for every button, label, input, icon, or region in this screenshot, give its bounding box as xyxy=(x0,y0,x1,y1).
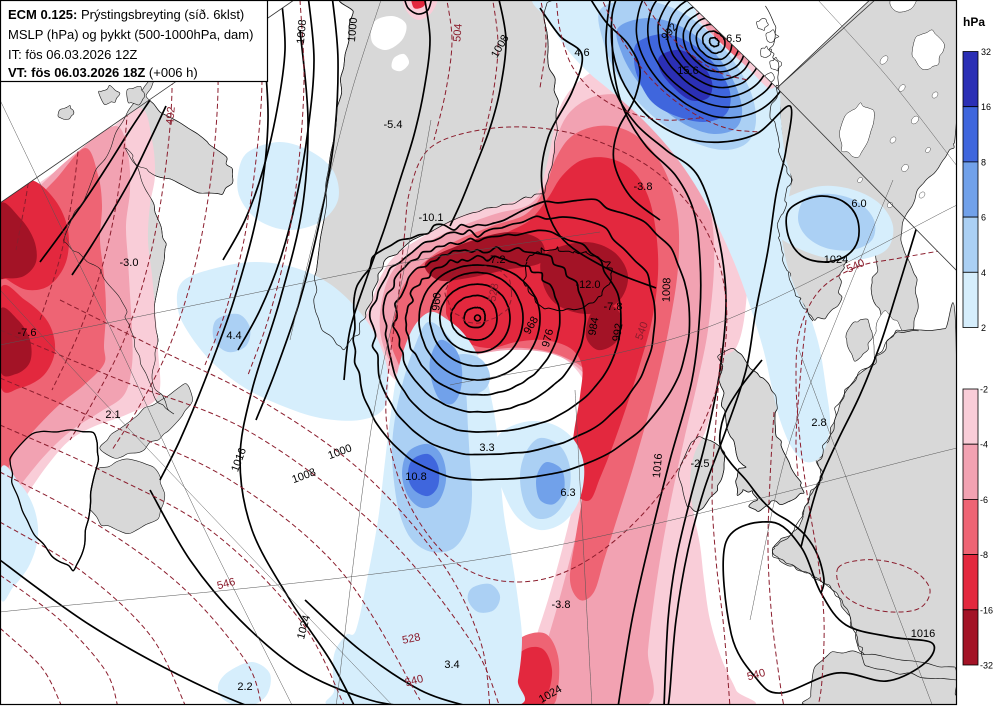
svg-text:1008: 1008 xyxy=(661,277,674,302)
svg-text:1016: 1016 xyxy=(651,453,665,478)
svg-text:-5.4: -5.4 xyxy=(384,119,403,131)
svg-text:1016: 1016 xyxy=(911,628,935,640)
svg-text:2: 2 xyxy=(981,323,986,333)
svg-text:540: 540 xyxy=(746,667,767,683)
svg-text:504: 504 xyxy=(451,23,465,42)
svg-text:-10.1: -10.1 xyxy=(418,212,443,224)
svg-text:2.2: 2.2 xyxy=(237,681,252,693)
svg-text:-4: -4 xyxy=(980,440,988,450)
svg-text:3.3: 3.3 xyxy=(479,442,494,454)
svg-text:-3.8: -3.8 xyxy=(552,599,571,611)
svg-text:hPa: hPa xyxy=(963,15,985,29)
svg-text:6: 6 xyxy=(981,213,986,223)
svg-text:-8: -8 xyxy=(980,550,988,560)
svg-text:1024: 1024 xyxy=(824,254,848,266)
svg-text:1000: 1000 xyxy=(346,17,360,42)
svg-text:6.3: 6.3 xyxy=(560,487,575,499)
svg-text:2.1: 2.1 xyxy=(105,409,120,421)
svg-text:-32: -32 xyxy=(980,661,993,671)
svg-text:2.8: 2.8 xyxy=(811,417,826,429)
svg-text:960: 960 xyxy=(430,292,444,311)
svg-text:492: 492 xyxy=(164,106,178,125)
svg-text:16: 16 xyxy=(981,102,991,112)
svg-text:-6.5: -6.5 xyxy=(723,33,742,45)
svg-text:4: 4 xyxy=(981,268,986,278)
svg-text:992: 992 xyxy=(611,322,626,342)
svg-text:10.8: 10.8 xyxy=(405,471,426,483)
svg-text:-16: -16 xyxy=(980,605,993,615)
svg-text:3.4: 3.4 xyxy=(444,659,459,671)
svg-text:32: 32 xyxy=(981,47,991,57)
svg-text:540: 540 xyxy=(633,320,651,341)
svg-text:984: 984 xyxy=(587,316,602,336)
svg-text:528: 528 xyxy=(487,282,502,302)
svg-text:-7.2: -7.2 xyxy=(487,254,506,266)
svg-text:-2.5: -2.5 xyxy=(691,458,710,470)
svg-text:VT: fös 06.03.2026 18Z (+006 h: VT: fös 06.03.2026 18Z (+006 h) xyxy=(8,65,198,80)
svg-text:-3.8: -3.8 xyxy=(634,181,653,193)
svg-text:-7.6: -7.6 xyxy=(18,327,37,339)
svg-text:-7.8: -7.8 xyxy=(604,301,623,313)
svg-text:-12.0: -12.0 xyxy=(575,279,600,291)
svg-text:IT: fös 06.03.2026 12Z: IT: fös 06.03.2026 12Z xyxy=(8,47,137,62)
svg-text:1008: 1008 xyxy=(295,19,309,44)
svg-text:976: 976 xyxy=(540,328,556,349)
svg-text:MSLP (hPa) og þykkt (500-1000h: MSLP (hPa) og þykkt (500-1000hPa, dam) xyxy=(8,27,253,42)
svg-text:15.6: 15.6 xyxy=(677,65,698,77)
svg-text:-6: -6 xyxy=(980,495,988,505)
svg-text:4.6: 4.6 xyxy=(574,47,589,59)
svg-text:4.4: 4.4 xyxy=(226,330,241,342)
svg-text:6.0: 6.0 xyxy=(851,198,866,210)
svg-text:ECM 0.125: Prýstingsbreyting (: ECM 0.125: Prýstingsbreyting (síð. 6klst… xyxy=(8,7,244,22)
svg-text:528: 528 xyxy=(401,631,421,647)
svg-text:8: 8 xyxy=(981,157,986,167)
svg-text:-2: -2 xyxy=(980,385,988,395)
svg-text:546: 546 xyxy=(216,576,237,592)
svg-text:540: 540 xyxy=(404,673,425,689)
svg-text:-3.0: -3.0 xyxy=(120,257,139,269)
